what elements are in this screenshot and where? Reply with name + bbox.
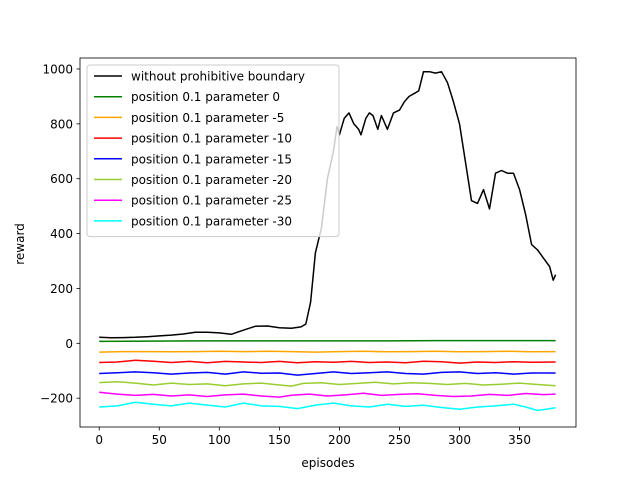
legend-label-7: position 0.1 parameter -30 xyxy=(131,214,292,228)
x-axis-label: episodes xyxy=(301,456,354,470)
x-tick-label: 0 xyxy=(95,433,103,447)
x-tick-label: 100 xyxy=(208,433,231,447)
x-tick-label: 150 xyxy=(268,433,291,447)
legend-box xyxy=(86,64,340,238)
y-axis-label: reward xyxy=(13,223,27,265)
legend-label-0: without prohibitive boundary xyxy=(131,70,305,84)
x-tick-label: 50 xyxy=(152,433,167,447)
legend-label-3: position 0.1 parameter -10 xyxy=(131,132,292,146)
y-tick-label: 1000 xyxy=(42,62,73,76)
series-line-6 xyxy=(99,391,556,398)
y-tick-label: 0 xyxy=(65,337,73,351)
legend-label-6: position 0.1 parameter -25 xyxy=(131,194,292,208)
series-line-5 xyxy=(99,380,556,387)
legend-label-4: position 0.1 parameter -15 xyxy=(131,152,292,166)
legend: without prohibitive boundary position 0.1… xyxy=(86,64,340,238)
y-tick-label: 400 xyxy=(50,227,73,241)
y-tick-label: 200 xyxy=(50,282,73,296)
legend-label-5: position 0.1 parameter -20 xyxy=(131,173,292,187)
x-tick-label: 250 xyxy=(388,433,411,447)
series-line-0 xyxy=(99,70,557,339)
series-line-4 xyxy=(99,371,556,376)
plot-area xyxy=(99,70,557,412)
legend-label-2: position 0.1 parameter -5 xyxy=(131,111,284,125)
axes-frame xyxy=(79,57,577,428)
series-line-1 xyxy=(99,339,556,343)
series-line-2 xyxy=(99,350,556,353)
y-tick-label: −200 xyxy=(40,392,73,406)
x-tick-label: 200 xyxy=(328,433,351,447)
y-tick-label: 600 xyxy=(50,172,73,186)
series-line-7 xyxy=(99,401,556,412)
x-tick-label: 300 xyxy=(448,433,471,447)
axes: 0 50 100 150 200 250 300 350 −200 0 200 400 600 800 10… xyxy=(40,57,577,447)
x-tick-label: 350 xyxy=(508,433,531,447)
series-line-3 xyxy=(99,359,556,364)
legend-label-1: position 0.1 parameter 0 xyxy=(131,90,280,104)
y-tick-label: 800 xyxy=(50,117,73,131)
